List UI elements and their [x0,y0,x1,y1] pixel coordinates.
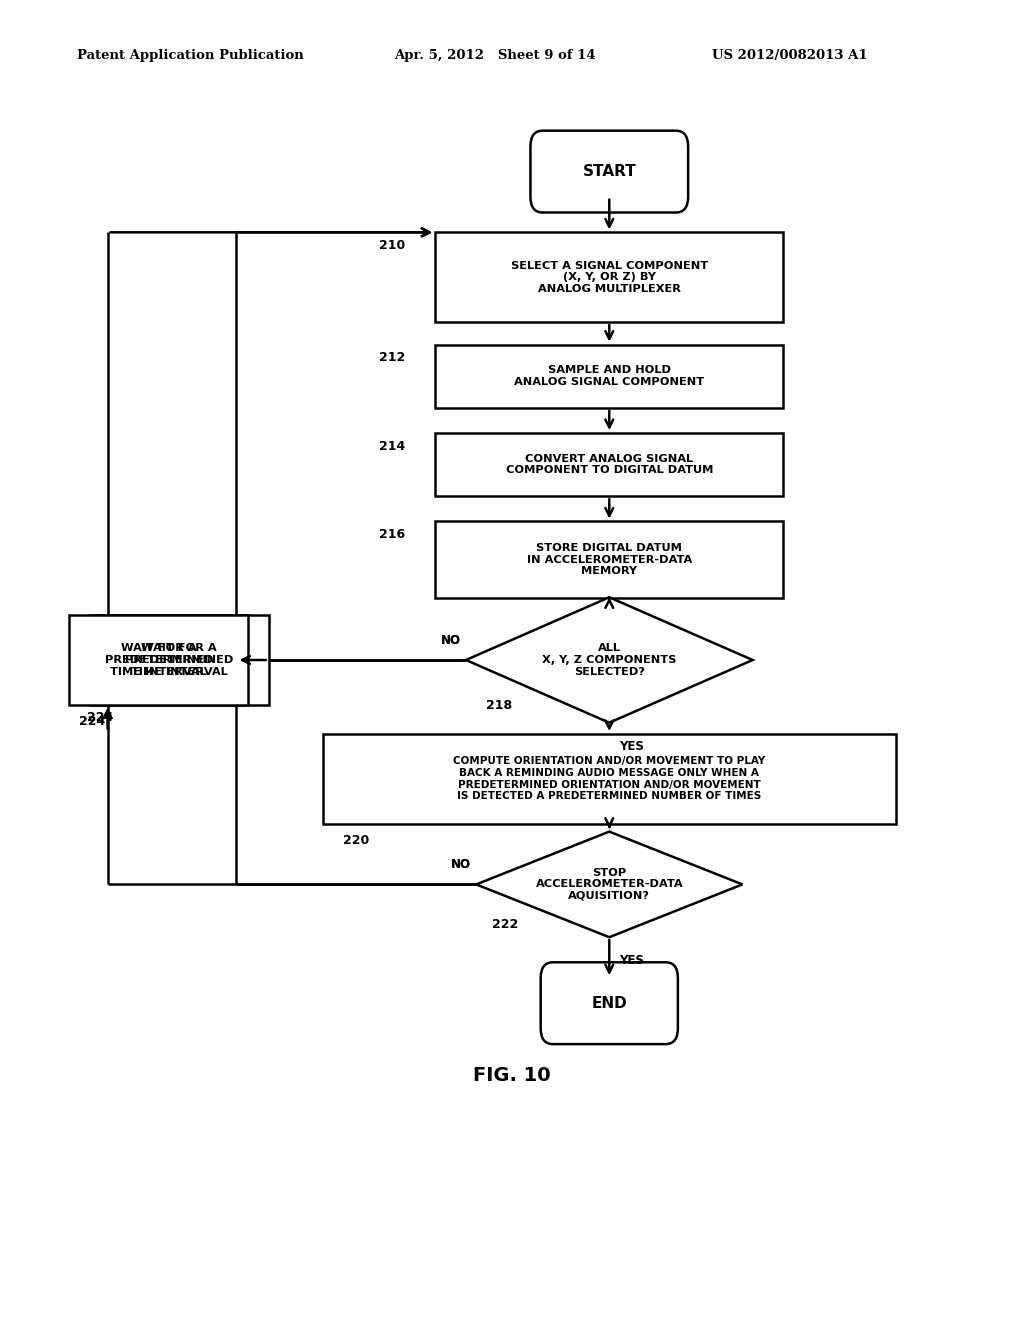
FancyBboxPatch shape [530,131,688,213]
Text: NO: NO [440,634,461,647]
Text: 224: 224 [87,711,114,725]
FancyBboxPatch shape [435,433,783,496]
Text: FIG. 10: FIG. 10 [473,1067,551,1085]
FancyBboxPatch shape [435,232,783,322]
Text: SELECT A SIGNAL COMPONENT
(X, Y, OR Z) BY
ANALOG MULTIPLEXER: SELECT A SIGNAL COMPONENT (X, Y, OR Z) B… [511,260,708,294]
Text: ALL
X, Y, Z COMPONENTS
SELECTED?: ALL X, Y, Z COMPONENTS SELECTED? [542,643,677,677]
Text: END: END [592,995,627,1011]
Text: 222: 222 [492,917,518,931]
Text: STORE DIGITAL DATUM
IN ACCELEROMETER-DATA
MEMORY: STORE DIGITAL DATUM IN ACCELEROMETER-DAT… [526,543,692,577]
Text: 210: 210 [379,239,406,252]
Text: START: START [583,164,636,180]
FancyBboxPatch shape [90,615,268,705]
FancyBboxPatch shape [435,521,783,598]
Text: CONVERT ANALOG SIGNAL
COMPONENT TO DIGITAL DATUM: CONVERT ANALOG SIGNAL COMPONENT TO DIGIT… [506,454,713,475]
Text: 216: 216 [379,528,406,541]
Text: STOP
ACCELEROMETER-DATA
AQUISITION?: STOP ACCELEROMETER-DATA AQUISITION? [536,867,683,902]
FancyBboxPatch shape [435,345,783,408]
Text: NO: NO [451,858,471,871]
Text: COMPUTE ORIENTATION AND/OR MOVEMENT TO PLAY
BACK A REMINDING AUDIO MESSAGE ONLY : COMPUTE ORIENTATION AND/OR MOVEMENT TO P… [454,756,765,801]
Polygon shape [466,597,753,722]
Polygon shape [476,832,742,937]
Text: 224: 224 [80,715,105,729]
Text: Patent Application Publication: Patent Application Publication [77,49,303,62]
Text: SAMPLE AND HOLD
ANALOG SIGNAL COMPONENT: SAMPLE AND HOLD ANALOG SIGNAL COMPONENT [514,366,705,387]
Text: WAIT FOR A
PREDETERMINED
TIME INTERVAL: WAIT FOR A PREDETERMINED TIME INTERVAL [104,643,213,677]
Text: US 2012/0082013 A1: US 2012/0082013 A1 [712,49,867,62]
Text: YES: YES [620,741,644,752]
Text: Apr. 5, 2012   Sheet 9 of 14: Apr. 5, 2012 Sheet 9 of 14 [394,49,596,62]
Text: WAIT FOR A
PREDETERMINED
TIME INTERVAL: WAIT FOR A PREDETERMINED TIME INTERVAL [125,643,233,677]
Text: 212: 212 [379,351,406,364]
FancyBboxPatch shape [541,962,678,1044]
Text: NO: NO [440,634,461,647]
Text: YES: YES [620,954,644,968]
Text: 220: 220 [343,834,370,847]
Text: NO: NO [451,858,471,871]
Text: 218: 218 [486,700,513,713]
FancyBboxPatch shape [323,734,896,824]
Text: 214: 214 [379,440,406,453]
FancyBboxPatch shape [70,615,248,705]
